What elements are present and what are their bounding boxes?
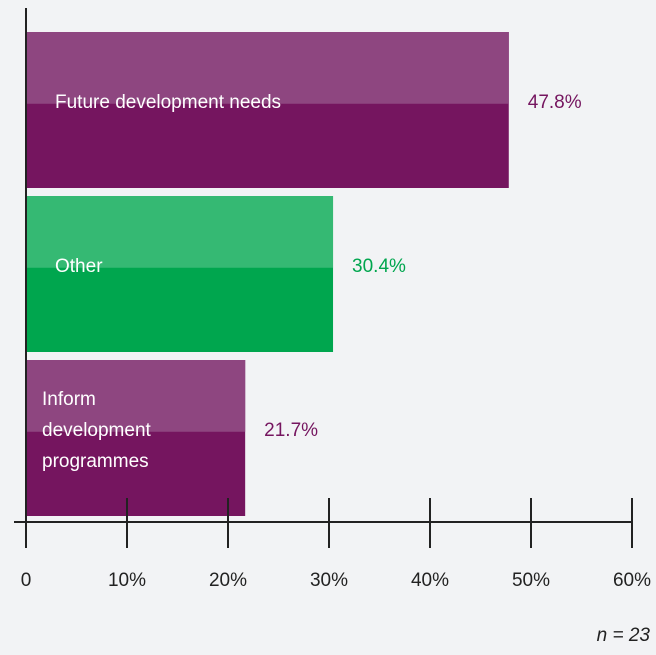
bar-category-label: Other <box>55 256 103 277</box>
bar-value-label: 47.8% <box>528 92 582 113</box>
sample-size-note: n = 23 <box>597 625 651 646</box>
bar-category-label-line: Other <box>55 256 103 277</box>
x-tick-label: 0 <box>21 570 32 591</box>
bar-category-label-line: development <box>42 420 152 441</box>
bar-group: Future development needs 47.8% <box>26 32 582 188</box>
x-tick-label: 40% <box>411 570 449 591</box>
x-tick-label: 20% <box>209 570 247 591</box>
bar-category-label: Inform development programmes <box>42 389 152 472</box>
x-tick-label: 50% <box>512 570 550 591</box>
bar-group: Other 30.4% <box>26 196 406 352</box>
x-axis-ticks: 0 10% 20% 30% 40% 50% 60% <box>21 498 651 591</box>
bar-value-label: 30.4% <box>352 256 406 277</box>
x-tick-label: 10% <box>108 570 146 591</box>
bar-category-label: Future development needs <box>55 92 281 113</box>
bar-highlight <box>26 32 509 104</box>
bar-value-label: 21.7% <box>264 420 318 441</box>
bar-group: Inform development programmes 21.7% <box>26 360 318 516</box>
x-tick-label: 30% <box>310 570 348 591</box>
bar-highlight <box>26 360 246 432</box>
bar-category-label-line: programmes <box>42 451 149 472</box>
bars: Future development needs 47.8% Other 30.4% I… <box>26 32 582 516</box>
bar-highlight <box>26 196 334 268</box>
bar-category-label-line: Future development needs <box>55 92 281 113</box>
x-tick-label: 60% <box>613 570 651 591</box>
bar-category-label-line: Inform <box>42 389 96 410</box>
